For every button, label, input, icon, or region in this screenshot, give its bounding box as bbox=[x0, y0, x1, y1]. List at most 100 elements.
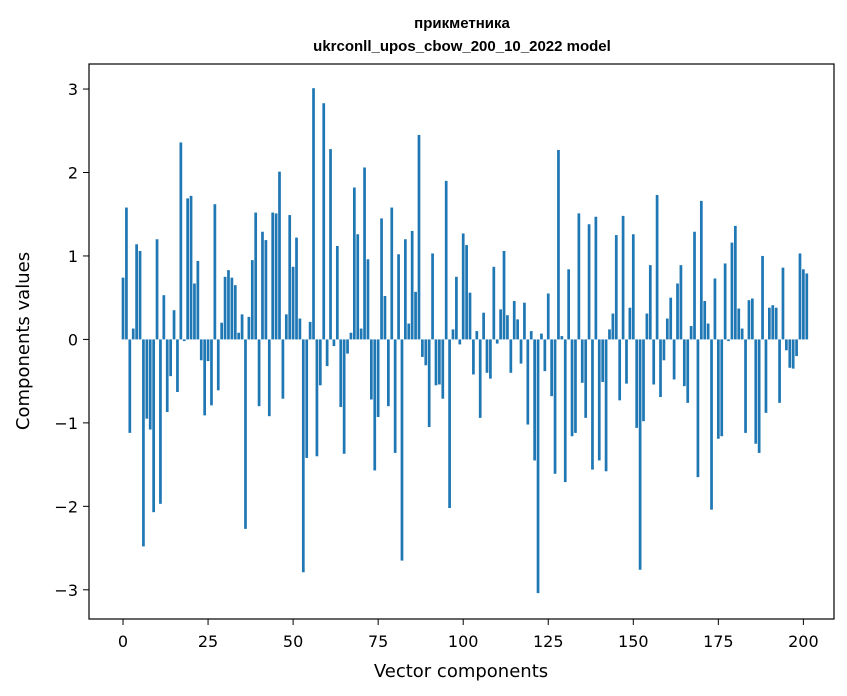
bar bbox=[230, 277, 234, 340]
chart-subtitle: ukrconll_upos_cbow_200_10_2022 model bbox=[313, 38, 611, 55]
bar bbox=[434, 339, 438, 386]
bar bbox=[366, 259, 370, 340]
bar bbox=[509, 339, 513, 373]
bar bbox=[220, 322, 224, 340]
bar bbox=[574, 339, 577, 433]
bar bbox=[380, 218, 383, 340]
bar bbox=[608, 329, 611, 340]
bar bbox=[672, 339, 676, 380]
bar bbox=[322, 103, 326, 340]
bar bbox=[686, 339, 690, 403]
bar bbox=[601, 339, 605, 382]
bar bbox=[553, 339, 557, 474]
bar bbox=[740, 328, 744, 340]
bar bbox=[142, 339, 145, 547]
bar bbox=[584, 339, 588, 418]
bar bbox=[587, 224, 591, 340]
bar bbox=[393, 339, 397, 453]
bar bbox=[655, 195, 659, 340]
x-axis-label: Vector components bbox=[374, 661, 548, 682]
bar bbox=[489, 339, 492, 379]
chart-title: прикметника bbox=[414, 15, 510, 32]
bar bbox=[387, 339, 390, 407]
bar bbox=[448, 339, 451, 508]
bar bbox=[502, 250, 506, 340]
bars-group bbox=[121, 88, 809, 594]
bar bbox=[427, 339, 431, 428]
bar bbox=[318, 339, 322, 386]
bar bbox=[159, 339, 162, 504]
x-tick-label: 50 bbox=[283, 632, 303, 651]
bar bbox=[162, 295, 166, 340]
bar bbox=[611, 313, 615, 340]
bar bbox=[288, 215, 292, 340]
bar bbox=[550, 339, 554, 397]
bar bbox=[594, 216, 598, 340]
bar bbox=[543, 339, 547, 372]
bar bbox=[182, 339, 186, 342]
bar bbox=[125, 207, 128, 340]
bar bbox=[744, 339, 747, 433]
bar bbox=[533, 339, 536, 461]
bar bbox=[250, 260, 254, 340]
bar bbox=[699, 200, 703, 340]
bar bbox=[356, 234, 360, 340]
bar bbox=[638, 339, 642, 570]
bar bbox=[618, 339, 622, 401]
bar bbox=[291, 266, 295, 340]
bar bbox=[499, 309, 502, 340]
y-axis-ticks: −3 −2 −1 0 1 2 3 bbox=[54, 80, 89, 600]
bar bbox=[785, 339, 788, 351]
bar bbox=[546, 293, 550, 340]
bar bbox=[529, 331, 533, 340]
bar bbox=[438, 339, 441, 385]
bar bbox=[482, 312, 485, 340]
bar bbox=[791, 339, 795, 369]
bar bbox=[298, 318, 302, 340]
bar bbox=[523, 302, 526, 340]
y-tick-label: −3 bbox=[54, 581, 78, 600]
bar bbox=[373, 339, 377, 471]
bar bbox=[421, 339, 424, 357]
x-tick-label: 125 bbox=[533, 632, 564, 651]
bar bbox=[604, 339, 608, 472]
bar bbox=[339, 339, 343, 408]
bar bbox=[570, 339, 574, 437]
bar bbox=[404, 239, 407, 340]
y-tick-label: −1 bbox=[54, 414, 78, 433]
bar bbox=[196, 260, 200, 340]
bar bbox=[397, 254, 400, 340]
y-tick-label: 0 bbox=[68, 330, 78, 349]
bar bbox=[519, 339, 523, 364]
bar bbox=[254, 212, 258, 340]
bar bbox=[648, 265, 652, 340]
bar bbox=[165, 339, 169, 413]
bar bbox=[754, 339, 758, 444]
bar bbox=[614, 235, 618, 340]
bar bbox=[652, 339, 656, 385]
bar bbox=[441, 339, 445, 399]
bar bbox=[271, 212, 275, 340]
bar bbox=[284, 314, 288, 340]
bar bbox=[213, 204, 217, 340]
bar bbox=[802, 269, 805, 340]
bar bbox=[301, 339, 305, 573]
bar bbox=[417, 134, 421, 340]
bar bbox=[764, 339, 768, 413]
bar bbox=[805, 273, 809, 340]
bar bbox=[516, 319, 519, 340]
bar bbox=[359, 328, 363, 340]
bar bbox=[676, 283, 679, 340]
bar bbox=[536, 339, 540, 594]
bar bbox=[703, 301, 707, 340]
bar bbox=[591, 339, 594, 470]
bar bbox=[121, 277, 125, 340]
bar bbox=[468, 292, 472, 340]
bar bbox=[723, 263, 727, 340]
bar bbox=[376, 339, 380, 418]
bar bbox=[342, 339, 346, 454]
bar bbox=[274, 213, 278, 340]
bar bbox=[621, 215, 625, 340]
bar bbox=[631, 234, 635, 340]
bar bbox=[757, 339, 761, 453]
